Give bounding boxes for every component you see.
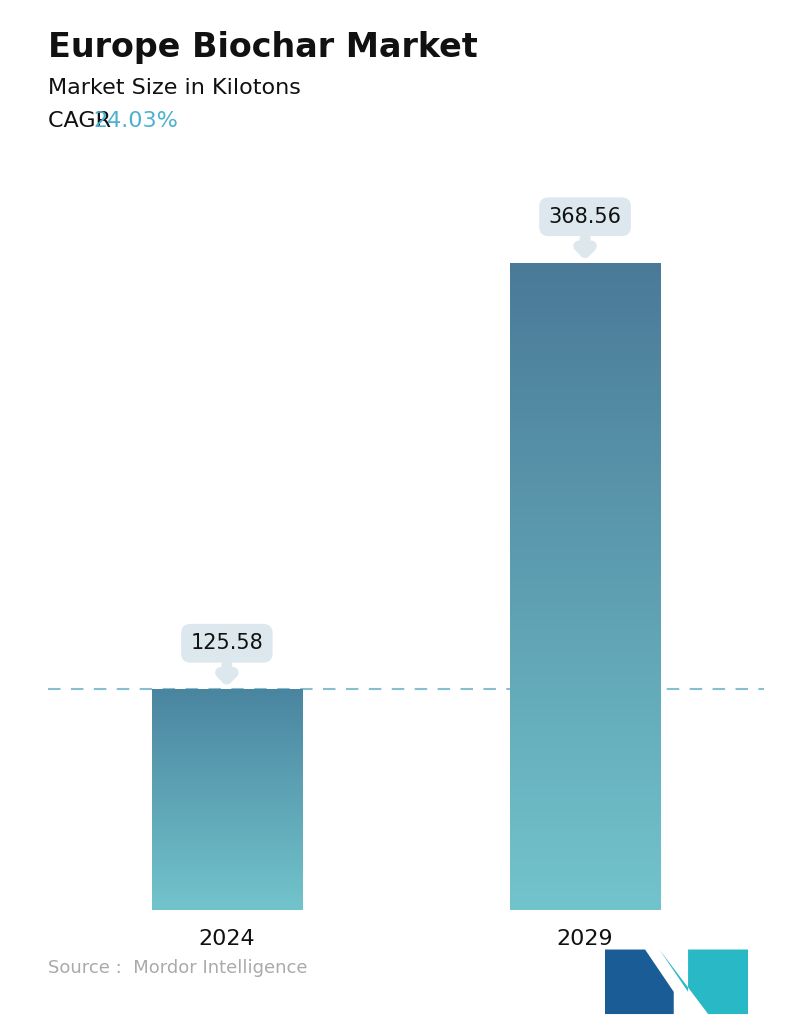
Text: Market Size in Kilotons: Market Size in Kilotons bbox=[48, 78, 301, 97]
Text: 125.58: 125.58 bbox=[190, 633, 263, 679]
Text: 24.03%: 24.03% bbox=[93, 111, 178, 130]
Polygon shape bbox=[659, 949, 748, 1014]
Polygon shape bbox=[605, 949, 673, 1014]
Text: Europe Biochar Market: Europe Biochar Market bbox=[48, 31, 478, 64]
Text: Source :  Mordor Intelligence: Source : Mordor Intelligence bbox=[48, 960, 307, 977]
Text: 368.56: 368.56 bbox=[548, 207, 622, 252]
Text: CAGR: CAGR bbox=[48, 111, 118, 130]
